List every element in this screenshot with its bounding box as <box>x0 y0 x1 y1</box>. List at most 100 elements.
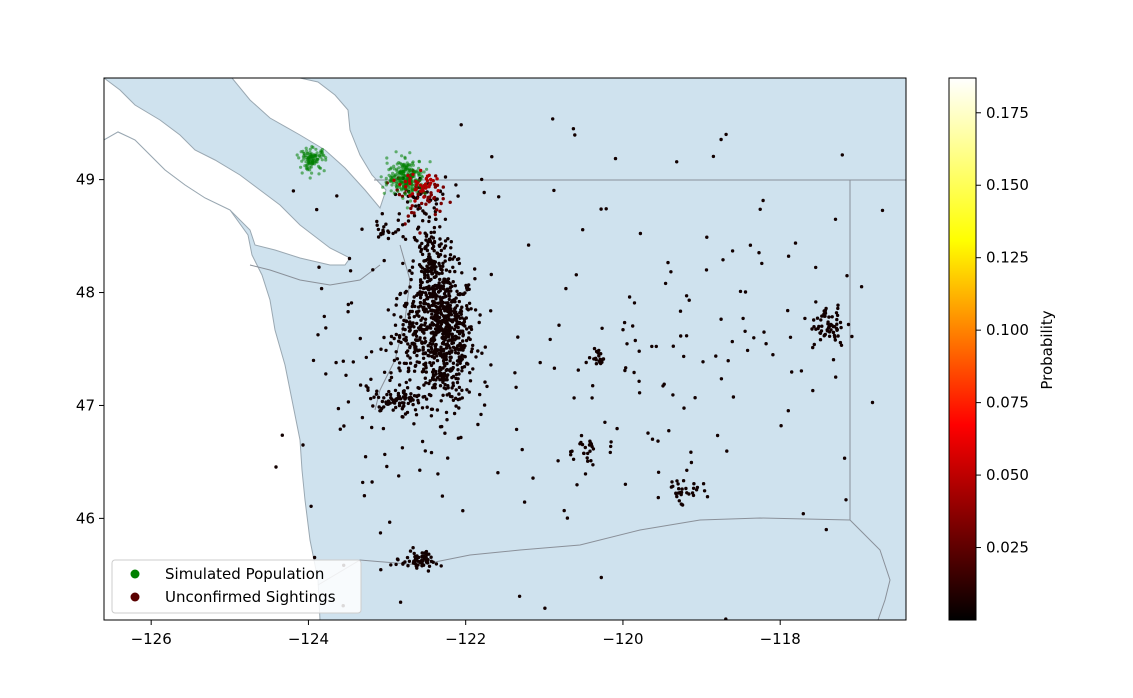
sighting-point <box>457 314 461 318</box>
sighting-point <box>383 452 387 457</box>
sighting-point <box>369 350 374 354</box>
simulated-point <box>310 171 314 175</box>
sighting-point <box>450 395 454 399</box>
sighting-point <box>556 459 560 463</box>
sighting-point <box>384 402 389 406</box>
sighting-point <box>432 195 437 200</box>
sighting-point <box>422 367 426 371</box>
sighting-point <box>397 339 401 343</box>
sighting-point <box>439 298 444 303</box>
sighting-point <box>427 304 432 308</box>
simulated-point <box>417 160 421 164</box>
sighting-point <box>656 439 660 443</box>
simulated-point <box>384 176 388 180</box>
sighting-point <box>315 207 319 212</box>
sighting-point <box>364 355 368 360</box>
sighting-point <box>376 227 381 232</box>
sighting-point <box>818 338 823 342</box>
sighting-point <box>592 346 597 351</box>
sighting-point <box>790 370 794 374</box>
sighting-point <box>839 343 844 347</box>
sighting-point <box>434 217 438 221</box>
sighting-point <box>414 187 418 192</box>
sighting-point <box>434 174 438 178</box>
sighting-point <box>392 336 396 341</box>
sighting-point <box>827 315 831 319</box>
simulated-point <box>411 163 415 167</box>
sighting-point <box>453 317 458 321</box>
simulated-point <box>304 146 308 150</box>
simulated-point <box>314 147 318 151</box>
sighting-point <box>429 363 434 368</box>
sighting-point <box>425 280 430 284</box>
sighting-point <box>389 375 394 380</box>
sighting-point <box>445 307 449 311</box>
sighting-point <box>552 188 556 193</box>
sighting-point <box>760 261 764 266</box>
simulated-point <box>305 149 309 153</box>
sighting-point <box>465 288 469 292</box>
sighting-point <box>685 468 689 472</box>
sighting-point <box>375 219 379 224</box>
sighting-point <box>403 179 408 184</box>
sighting-point <box>401 323 405 327</box>
simulated-point <box>308 176 312 180</box>
simulated-point <box>405 206 409 210</box>
sighting-point <box>414 204 418 208</box>
sighting-point <box>627 295 632 299</box>
sighting-point <box>575 483 579 487</box>
sighting-point <box>428 195 432 199</box>
sighting-point <box>451 361 456 365</box>
sighting-point <box>430 407 435 411</box>
sighting-point <box>309 504 313 508</box>
sighting-point <box>427 381 431 386</box>
sighting-point <box>457 347 461 352</box>
sighting-point <box>418 286 423 290</box>
sighting-point <box>598 361 602 365</box>
sighting-point <box>730 249 735 253</box>
sighting-point <box>439 322 444 326</box>
sighting-point <box>384 348 388 353</box>
sighting-point <box>369 396 373 401</box>
sighting-point <box>445 418 449 422</box>
sighting-point <box>451 398 456 402</box>
sighting-point <box>803 316 807 321</box>
sighting-point <box>711 154 716 159</box>
simulated-point <box>409 188 413 192</box>
sighting-point <box>496 471 500 475</box>
sighting-point <box>880 208 885 213</box>
sighting-point <box>440 271 444 275</box>
sighting-point <box>447 257 452 262</box>
sighting-point <box>811 388 815 393</box>
simulated-point <box>418 178 422 182</box>
sighting-point <box>520 447 524 452</box>
sighting-point <box>411 546 415 550</box>
sighting-point <box>446 237 450 241</box>
sighting-point <box>411 259 415 263</box>
sighting-point <box>312 555 317 560</box>
sighting-point <box>430 246 435 251</box>
simulated-point <box>324 158 328 162</box>
sighting-point <box>570 449 574 453</box>
sighting-point <box>467 301 472 305</box>
sighting-point <box>764 342 768 346</box>
sighting-point <box>410 271 414 275</box>
sighting-point <box>449 307 453 311</box>
sighting-point <box>779 424 783 428</box>
sighting-point <box>583 445 587 450</box>
sighting-point <box>386 399 391 403</box>
sighting-point <box>514 427 519 432</box>
sighting-point <box>448 269 452 274</box>
sighting-point <box>419 269 424 274</box>
sighting-point <box>404 289 408 294</box>
sighting-point <box>412 422 416 426</box>
sighting-point <box>379 347 383 351</box>
sighting-point <box>418 468 422 472</box>
sighting-point <box>412 369 417 373</box>
sighting-point <box>430 337 435 341</box>
sighting-point <box>429 191 433 195</box>
sighting-point <box>391 231 395 236</box>
simulated-point <box>315 151 319 155</box>
sighting-point <box>422 195 426 199</box>
